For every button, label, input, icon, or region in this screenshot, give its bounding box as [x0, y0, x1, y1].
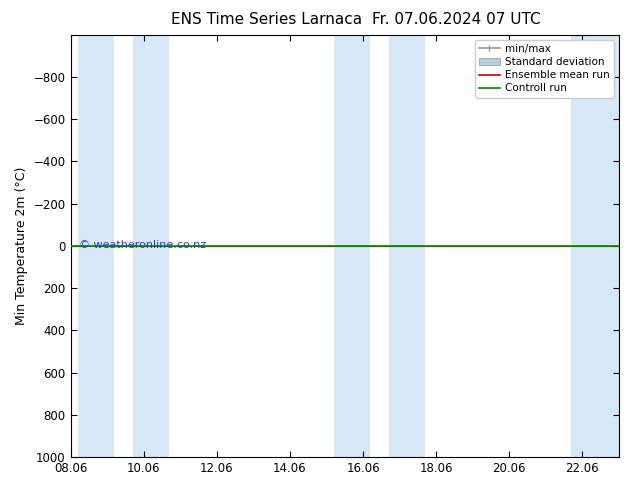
Y-axis label: Min Temperature 2m (°C): Min Temperature 2m (°C): [15, 167, 28, 325]
Text: © weatheronline.co.nz: © weatheronline.co.nz: [79, 240, 206, 249]
Bar: [334, 35, 370, 457]
Bar: [133, 35, 169, 457]
Bar: [389, 35, 425, 457]
Bar: [78, 35, 114, 457]
Legend: min/max, Standard deviation, Ensemble mean run, Controll run: min/max, Standard deviation, Ensemble me…: [475, 40, 614, 98]
Text: Fr. 07.06.2024 07 UTC: Fr. 07.06.2024 07 UTC: [372, 12, 541, 27]
Bar: [571, 35, 619, 457]
Text: ENS Time Series Larnaca: ENS Time Series Larnaca: [171, 12, 362, 27]
